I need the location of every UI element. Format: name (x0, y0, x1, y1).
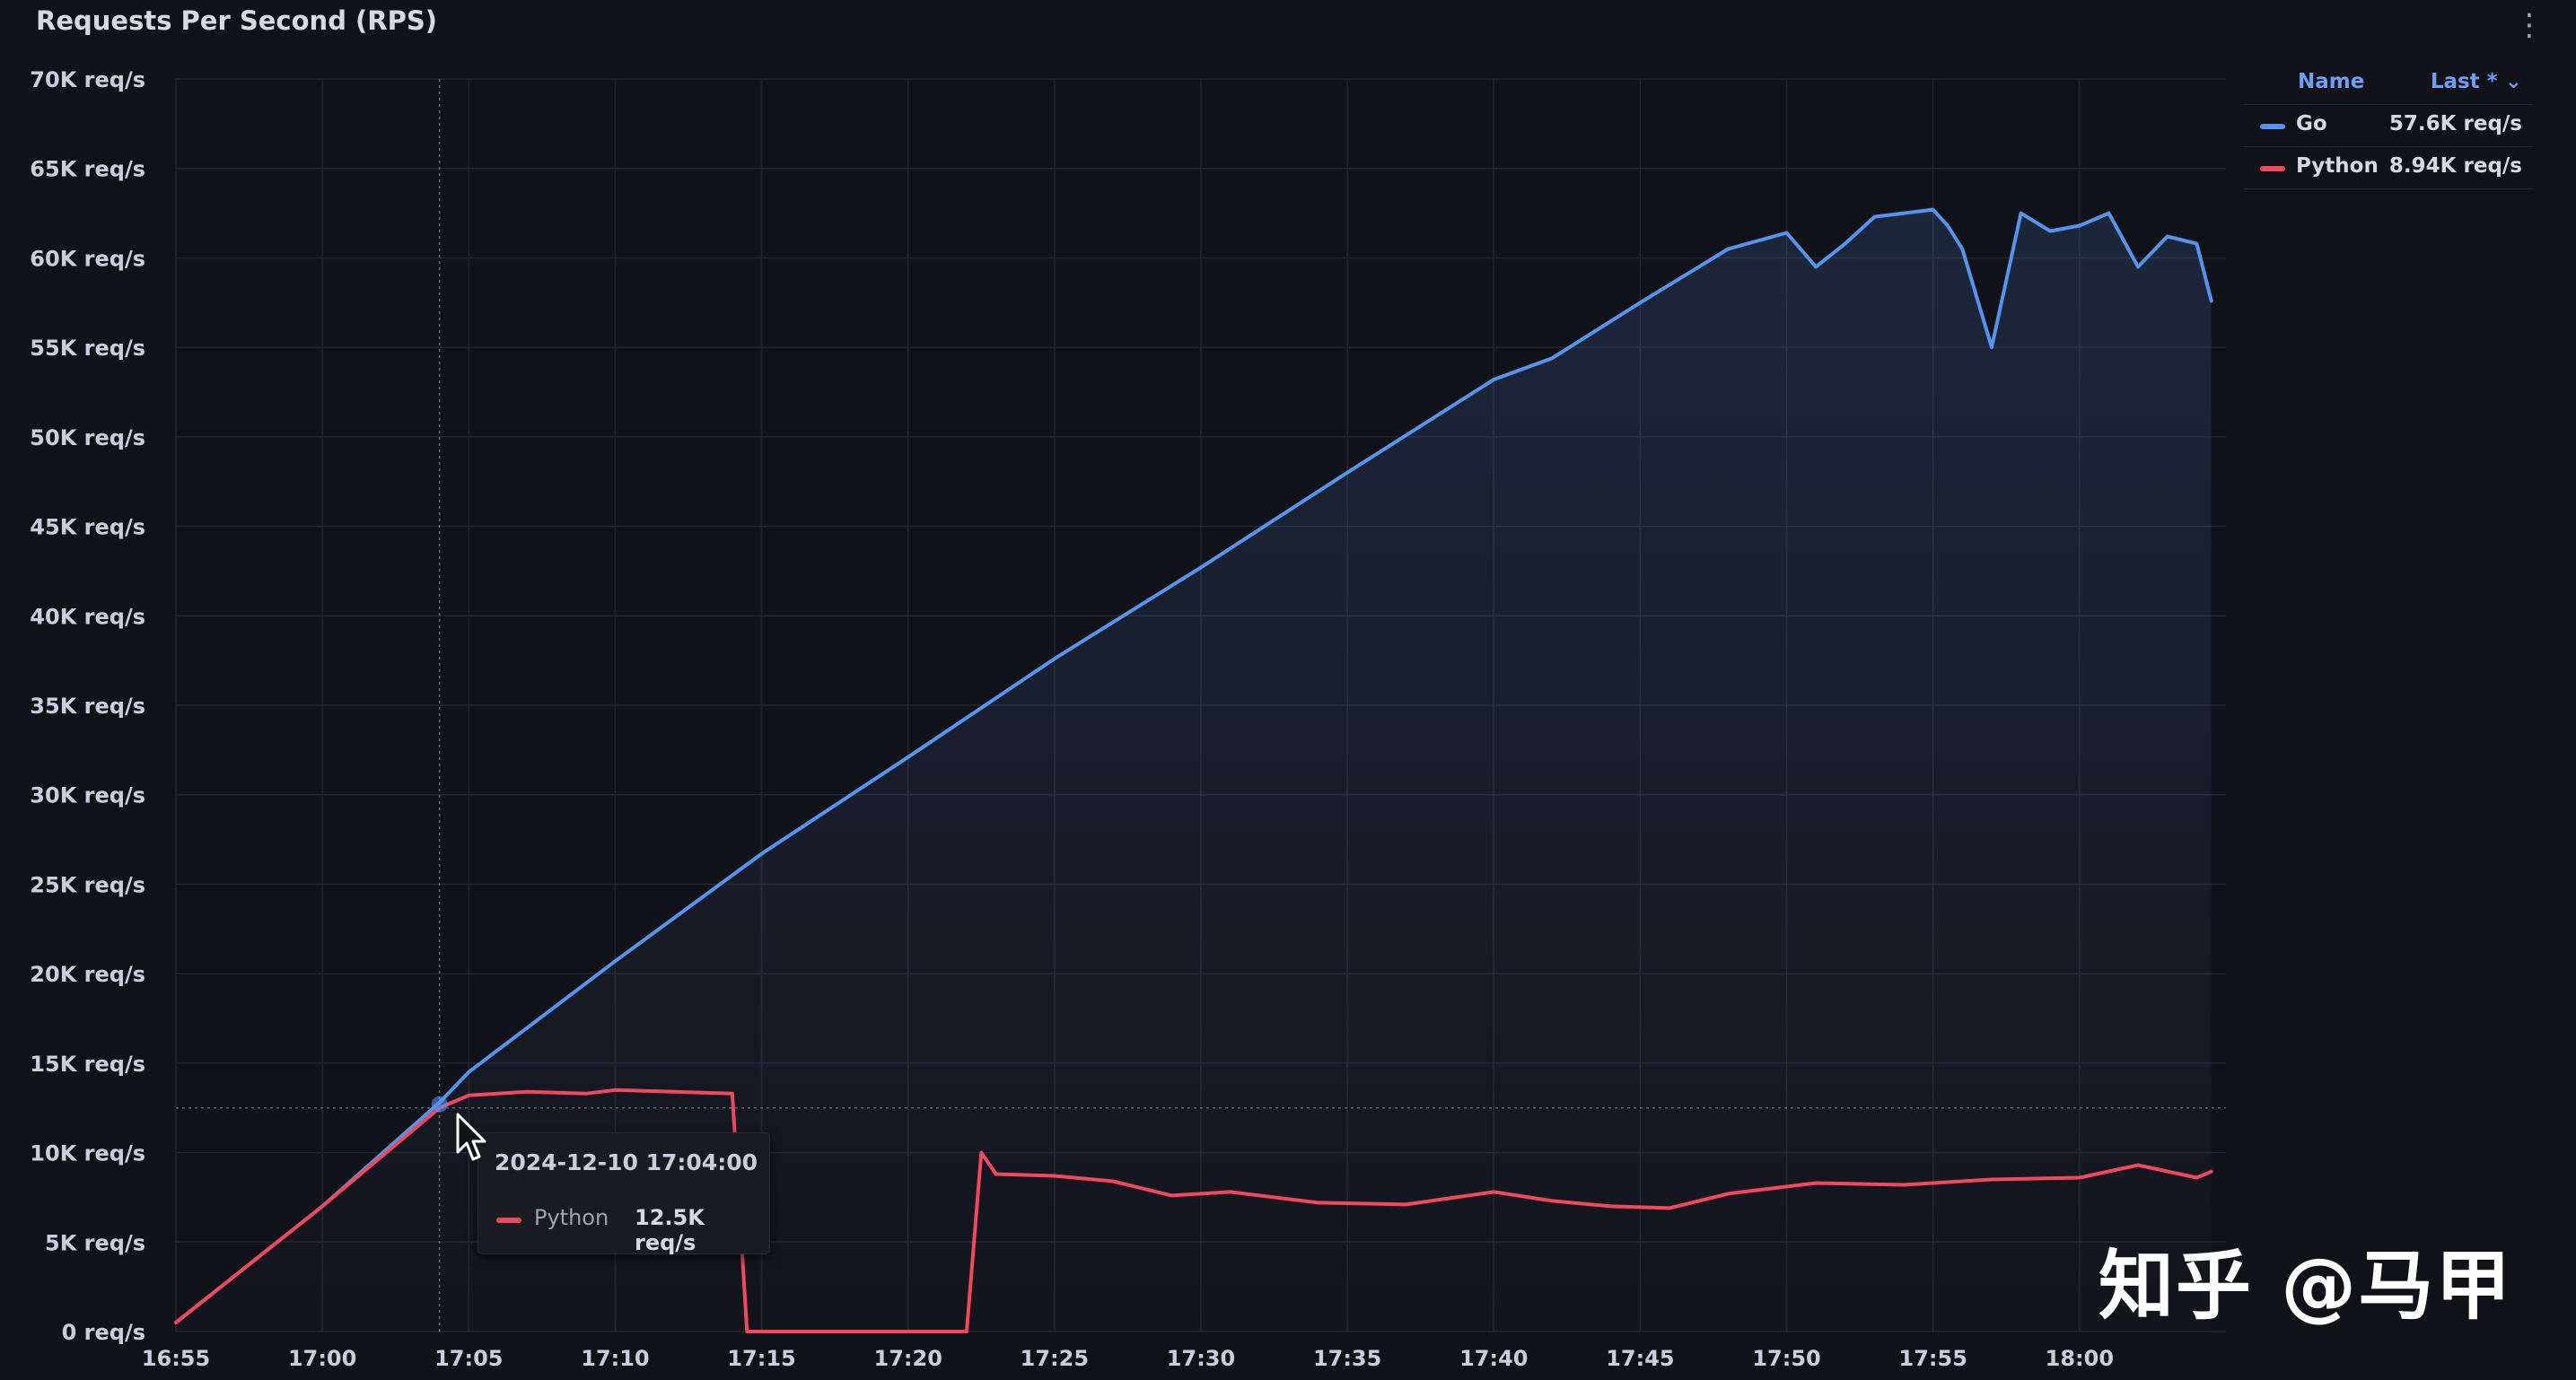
x-tick-label: 17:55 (1899, 1346, 1967, 1371)
y-tick-label: 55K req/s (30, 336, 145, 361)
y-tick-label: 35K req/s (30, 694, 145, 719)
x-tick-label: 17:00 (288, 1346, 356, 1371)
tooltip-series-value: 12.5K req/s (635, 1205, 705, 1255)
legend-item-name: Python (2296, 154, 2379, 178)
y-tick-label: 5K req/s (45, 1230, 145, 1255)
legend-item-name: Go (2296, 112, 2327, 135)
x-tick-label: 16:55 (142, 1346, 210, 1371)
x-tick-label: 17:10 (581, 1346, 649, 1371)
y-tick-label: 0 req/s (62, 1320, 145, 1345)
y-tick-label: 60K req/s (30, 246, 145, 271)
y-tick-label: 70K req/s (30, 67, 145, 92)
y-tick-label: 20K req/s (30, 962, 145, 987)
x-tick-label: 18:00 (2046, 1346, 2114, 1371)
x-tick-label: 17:45 (1606, 1346, 1674, 1371)
series-area-go (176, 209, 2212, 1332)
y-tick-label: 30K req/s (30, 783, 145, 808)
y-tick-label: 25K req/s (30, 872, 145, 897)
tooltip-time: 2024-12-10 17:04:00 (495, 1149, 758, 1175)
y-tick-label: 10K req/s (30, 1141, 145, 1166)
x-tick-label: 17:15 (727, 1346, 795, 1371)
panel-title: Requests Per Second (RPS) (36, 5, 438, 36)
x-tick-label: 17:05 (434, 1346, 503, 1371)
series-layer (174, 207, 2213, 1333)
x-axis: 16:55 17:00 17:05 17:10 17:15 17:20 17:25 17:30… (142, 1346, 2114, 1371)
hover-layer (176, 79, 2226, 1332)
y-axis: 0 req/s 5K req/s 10K req/s 15K req/s 20K req… (30, 67, 145, 1345)
legend-item-go[interactable]: Go 57.6K req/s (2244, 105, 2533, 147)
mouse-pointer-icon (456, 1113, 486, 1161)
x-tick-label: 17:20 (874, 1346, 942, 1371)
y-tick-label: 45K req/s (30, 515, 145, 540)
legend-swatch-python (2260, 166, 2285, 171)
x-tick-label: 17:35 (1313, 1346, 1381, 1371)
legend-header: Name Last * ⌄ (2244, 65, 2533, 105)
legend-last-header[interactable]: Last * ⌄ (2430, 70, 2522, 93)
x-tick-label: 17:30 (1167, 1346, 1235, 1371)
hover-point-marker (431, 1096, 448, 1113)
hover-tooltip: 2024-12-10 17:04:00 Python 12.5K req/s (478, 1132, 770, 1255)
watermark: 知乎 @马甲 (2098, 1242, 2513, 1330)
tooltip-swatch (496, 1218, 521, 1223)
x-tick-label: 17:40 (1459, 1346, 1528, 1371)
legend-swatch-go (2260, 124, 2285, 129)
y-tick-label: 50K req/s (30, 425, 145, 450)
y-tick-label: 40K req/s (30, 604, 145, 629)
legend-name-header[interactable]: Name (2298, 70, 2365, 93)
x-tick-label: 17:25 (1021, 1346, 1089, 1371)
legend-item-last: 8.94K req/s (2388, 154, 2522, 178)
legend-item-last: 57.6K req/s (2388, 112, 2522, 135)
series-line-go (174, 207, 2213, 1324)
vertical-ellipsis-icon[interactable]: ⋮ (2514, 7, 2545, 43)
y-tick-label: 15K req/s (30, 1052, 145, 1077)
y-tick-label: 65K req/s (30, 157, 145, 182)
x-tick-label: 17:50 (1752, 1346, 1820, 1371)
tooltip-series-name: Python (534, 1205, 609, 1230)
legend-item-python[interactable]: Python 8.94K req/s (2244, 147, 2533, 189)
series-line-python (174, 1087, 2213, 1333)
legend: Name Last * ⌄ Go 57.6K req/s Python 8.94… (2244, 65, 2533, 189)
